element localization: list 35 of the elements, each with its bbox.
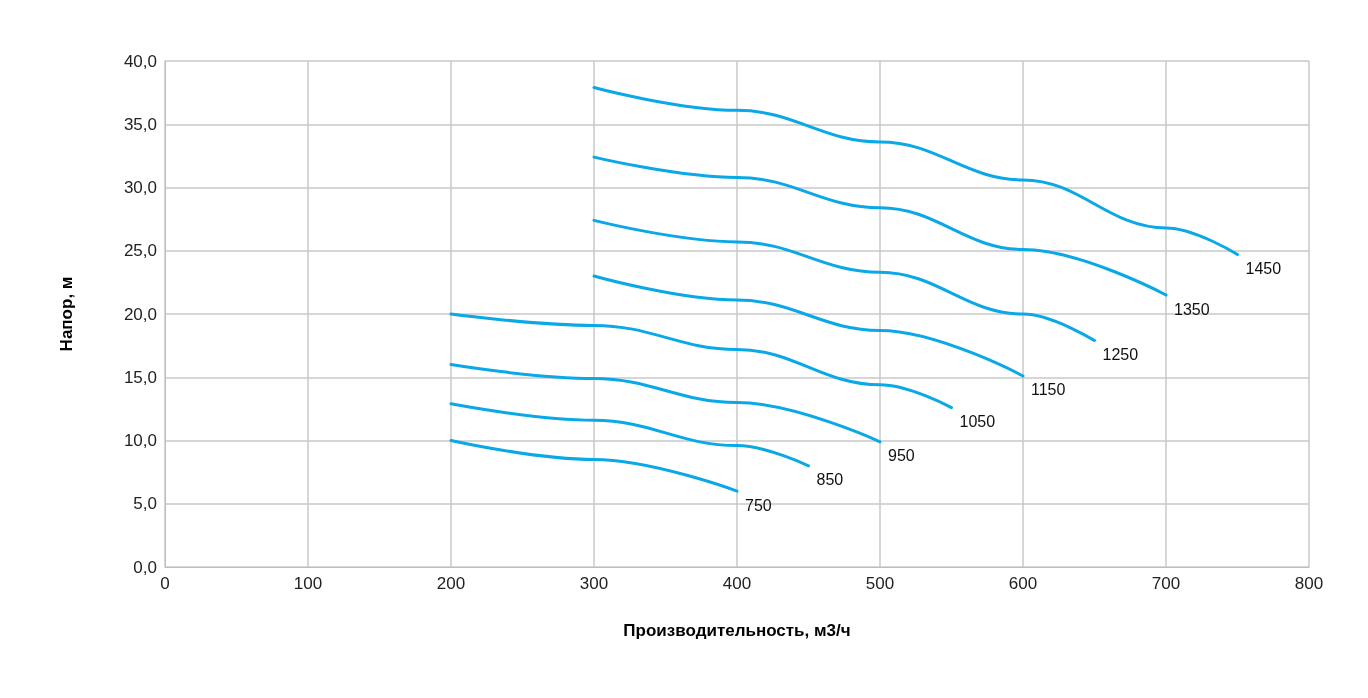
line-series xyxy=(449,363,882,444)
y-tick-label: 40,0 xyxy=(123,51,157,71)
line-series xyxy=(592,218,1096,343)
line-series xyxy=(449,312,953,410)
y-tick-label: 0,0 xyxy=(133,557,157,577)
line-series xyxy=(449,402,810,468)
x-tick-label: 100 xyxy=(293,574,323,593)
y-tick-label: 5,0 xyxy=(133,494,157,514)
line-series xyxy=(592,155,1168,297)
series-label: 1450 xyxy=(1245,260,1282,278)
series-label: 750 xyxy=(745,496,772,514)
line-series xyxy=(592,86,1239,257)
series-label: 1350 xyxy=(1174,300,1210,318)
y-tick-label: 20,0 xyxy=(123,304,157,324)
y-tick-label: 15,0 xyxy=(123,367,157,387)
series-label: 1150 xyxy=(1031,381,1066,399)
x-axis-title: Производительность, м3/ч xyxy=(623,621,851,640)
series-label: 1250 xyxy=(1102,346,1139,364)
x-tick-label: 500 xyxy=(865,574,895,593)
x-tick-label: 200 xyxy=(436,574,466,593)
y-tick-label: 25,0 xyxy=(123,241,157,261)
x-tick-label: 400 xyxy=(722,574,752,593)
series-label: 950 xyxy=(888,447,915,465)
line-series xyxy=(592,274,1025,378)
x-tick-label: 600 xyxy=(1008,574,1038,593)
y-axis-title: Напор, м xyxy=(57,276,76,352)
x-tick-label: 800 xyxy=(1294,574,1324,593)
series-label: 1050 xyxy=(959,413,996,431)
x-tick-label: 700 xyxy=(1151,574,1181,593)
y-tick-label: 30,0 xyxy=(123,178,157,197)
y-tick-label: 35,0 xyxy=(123,114,157,134)
y-tick-label: 10,0 xyxy=(123,431,157,450)
series-label: 850 xyxy=(816,471,844,489)
x-tick-label: 300 xyxy=(579,574,609,593)
x-tick-label: 0 xyxy=(160,574,170,593)
